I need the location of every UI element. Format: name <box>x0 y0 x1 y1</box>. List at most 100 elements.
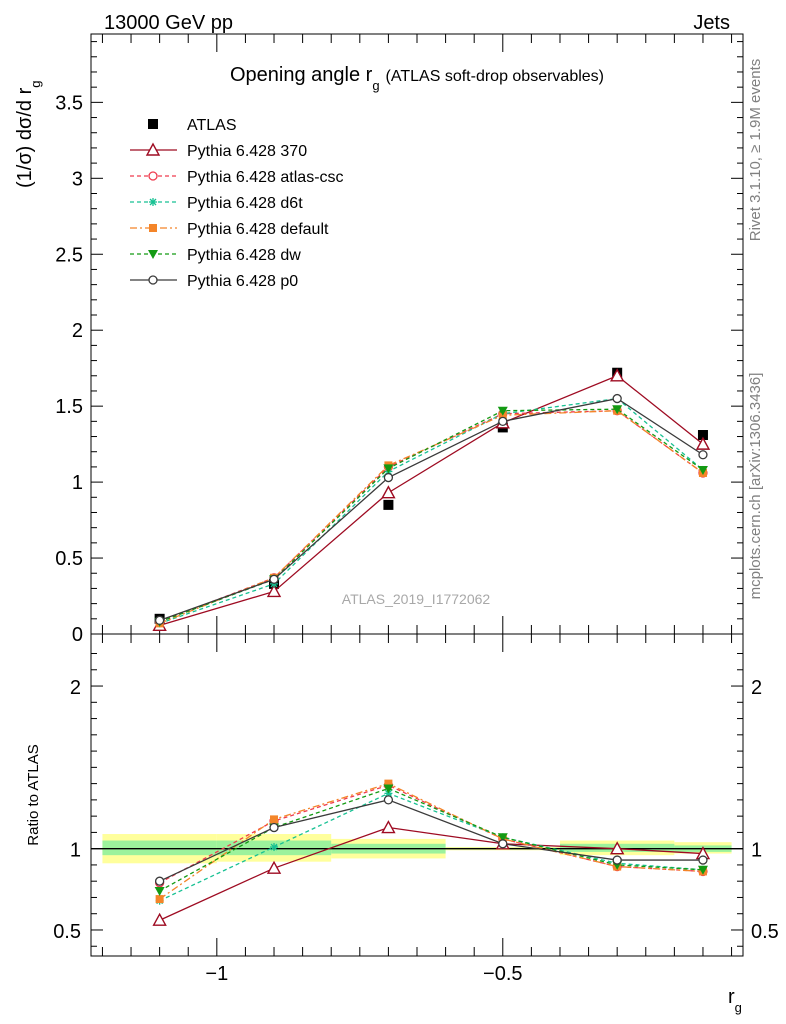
mc-series <box>154 393 708 625</box>
legend-label: Pythia 6.428 d6t <box>187 195 303 212</box>
mc-series-point <box>498 416 508 426</box>
legend-label: ATLAS <box>187 117 237 134</box>
ratio-series-point <box>270 843 279 852</box>
mc-series-point <box>697 465 708 475</box>
legend-marker <box>148 275 158 285</box>
header-right: Jets <box>693 12 730 34</box>
mc-series-point <box>269 574 279 584</box>
legend-entry: Pythia 6.428 d6t <box>130 195 303 212</box>
y-tick-label: 1 <box>72 472 83 494</box>
mc-series-point <box>381 485 396 499</box>
mc-series-point <box>609 368 625 382</box>
ratio-series-point <box>698 855 708 865</box>
ratio-series-line <box>159 826 704 921</box>
ratio-series-point <box>384 779 393 788</box>
ratio-series-point <box>152 912 167 926</box>
ratio-series-line <box>159 784 704 884</box>
mc-series <box>152 368 711 632</box>
y-tick-label: 1.5 <box>55 396 83 418</box>
legend-entry: Pythia 6.428 default <box>130 221 329 238</box>
ratio-series-point <box>612 855 622 865</box>
ratio-axis-ticks: 0.5 0.5 1 1 2 2 −1 −0.5 <box>53 634 779 985</box>
ratio-tick-label: 2 <box>70 677 81 699</box>
ratio-series-point <box>383 784 394 794</box>
ratio-series-line <box>159 799 703 882</box>
mc-series-line <box>159 397 704 624</box>
atlas-data-point <box>697 430 708 441</box>
legend-marker <box>148 119 158 129</box>
y-tick-label: 3.5 <box>55 92 83 114</box>
legend-label: Pythia 6.428 dw <box>187 247 301 264</box>
legend-marker <box>148 250 158 259</box>
ratio-series-point <box>266 860 282 874</box>
legend-label: Pythia 6.428 370 <box>187 143 307 160</box>
ratio-series-line <box>159 787 704 892</box>
ratio-series-point <box>155 895 164 904</box>
ratio-tick-label: 1 <box>70 840 81 862</box>
mc-series-point <box>154 615 165 625</box>
band-inner <box>102 840 217 856</box>
ratio-series-point <box>609 841 625 855</box>
y-tick-label: 0 <box>72 624 83 646</box>
mc-series-point <box>698 450 708 460</box>
x-tick-label: −0.5 <box>483 963 522 985</box>
mc-series-line <box>159 397 704 621</box>
legend-marker <box>149 198 157 206</box>
y-tick-label: 2 <box>72 320 83 342</box>
ratio-y-axis-label: Ratio to ATLAS <box>25 744 42 845</box>
x-axis-label: rg <box>728 986 742 1015</box>
ratio-series-point <box>697 865 708 875</box>
mc-series-point <box>695 436 711 450</box>
legend-label: Pythia 6.428 atlas-csc <box>187 169 344 186</box>
main-axis-ticks: 0 0.5 1 1.5 2 2.5 3 3.5 <box>55 34 743 646</box>
y-axis-label: (1/σ) dσ/d rg <box>14 81 43 189</box>
rivet-label: Rivet 3.1.10, ≥ 1.9M events <box>747 59 764 242</box>
legend-marker <box>149 224 157 232</box>
y-tick-label: 2.5 <box>55 244 83 266</box>
ratio-series-point <box>498 839 508 849</box>
ratio-series-line <box>159 792 704 902</box>
mc-series-point <box>266 584 282 598</box>
ratio-series-point <box>154 876 165 886</box>
ratio-series-point <box>381 820 396 834</box>
analysis-id: ATLAS_2019_I1772062 <box>342 591 491 607</box>
ratio-series-line <box>159 782 704 900</box>
chart-title: Opening angle rg(ATLAS soft-drop observa… <box>230 64 604 93</box>
legend-entry: Pythia 6.428 p0 <box>130 273 298 290</box>
ratio-series-point <box>154 886 165 896</box>
main-panel: 0 0.5 1 1.5 2 2.5 3 3.5 <box>55 34 743 646</box>
y-tick-label: 0.5 <box>55 548 83 570</box>
legend-entry: Pythia 6.428 370 <box>130 142 307 160</box>
ratio-tick-label: 0.5 <box>53 921 81 943</box>
atlas-data-point <box>383 499 394 510</box>
ratio-series-point <box>269 822 279 833</box>
ratio-tick-label-right: 0.5 <box>751 921 779 943</box>
legend-marker <box>145 142 161 156</box>
ratio-series <box>154 795 708 886</box>
header-left: 13000 GeV pp <box>104 12 233 34</box>
legend-entry: Pythia 6.428 atlas-csc <box>130 169 344 186</box>
mc-series-point <box>383 472 394 483</box>
mc-series-line <box>159 410 704 624</box>
ratio-series-point <box>270 815 279 824</box>
x-tick-label: −1 <box>205 963 228 985</box>
legend-label: Pythia 6.428 p0 <box>187 273 298 290</box>
ratio-series-point <box>497 833 508 843</box>
mc-series-line <box>159 375 704 626</box>
ratio-panel: 0.5 0.5 1 1 2 2 −1 −0.5 <box>53 634 779 985</box>
legend-entry: Pythia 6.428 dw <box>130 247 301 264</box>
ratio-tick-label-right: 2 <box>751 677 762 699</box>
mc-series-point <box>612 393 622 404</box>
ratio-panel-frame <box>90 633 744 957</box>
legend-marker <box>148 171 158 181</box>
mc-series-point <box>612 405 623 415</box>
y-tick-label: 3 <box>72 168 83 190</box>
legend: ATLAS Pythia 6.428 370 Pythia 6.428 atlas-… <box>130 117 344 290</box>
legend-label: Pythia 6.428 default <box>187 221 329 238</box>
mc-series-point <box>497 406 508 416</box>
legend-entry-atlas: ATLAS <box>148 117 237 134</box>
ratio-tick-label-right: 1 <box>751 840 762 862</box>
ratio-series-point <box>383 795 394 805</box>
atlas-data <box>154 367 708 624</box>
